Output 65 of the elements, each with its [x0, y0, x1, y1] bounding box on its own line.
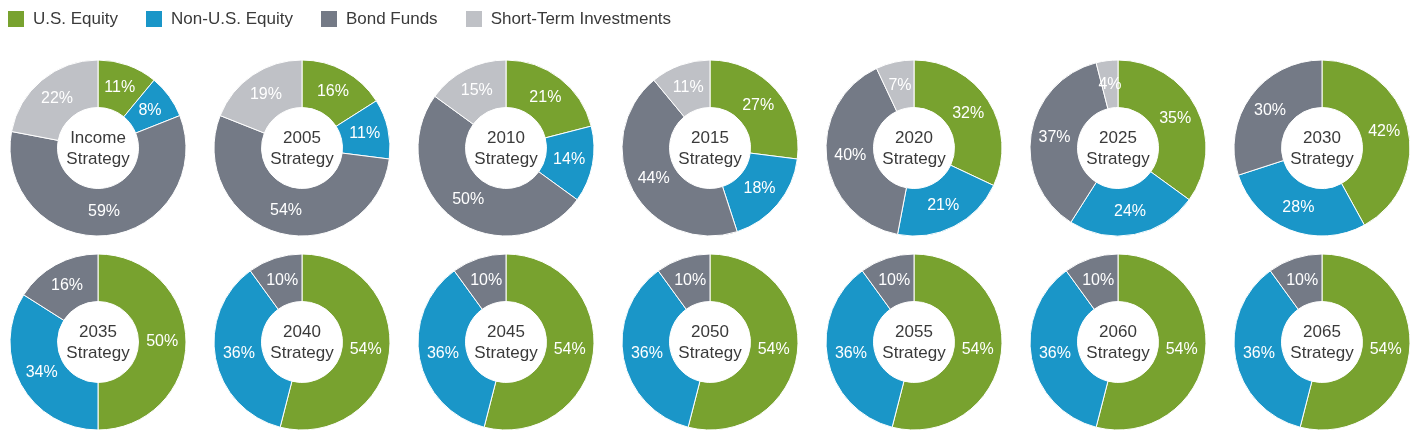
data-label: 54%: [1165, 340, 1198, 358]
data-label: 14%: [553, 150, 586, 168]
text: 2060 Strategy: [1085, 321, 1151, 364]
text: 2045 Strategy: [473, 321, 539, 364]
data-label: 18%: [743, 179, 776, 197]
data-label: 27%: [742, 95, 775, 113]
data-label: 44%: [637, 169, 670, 187]
data-label: 37%: [1038, 128, 1071, 146]
data-label: 36%: [426, 344, 459, 362]
data-label: 36%: [222, 344, 255, 362]
data-label: 32%: [952, 103, 985, 121]
text: 2025 Strategy: [1085, 127, 1151, 170]
text: 2050 Strategy: [677, 321, 743, 364]
data-label: 11%: [349, 124, 381, 142]
data-label: 54%: [757, 340, 790, 358]
data-label: 21%: [927, 195, 960, 213]
data-label: 36%: [630, 344, 663, 362]
data-label: 10%: [878, 271, 911, 289]
data-label: 50%: [146, 332, 179, 350]
data-label: 36%: [1242, 344, 1275, 362]
data-label: 36%: [834, 344, 867, 362]
data-label: 28%: [1282, 198, 1315, 216]
legend-label: Bond Funds: [345, 9, 438, 29]
data-label: 30%: [1254, 100, 1287, 118]
data-label: 19%: [249, 85, 282, 103]
legend-label: U.S. Equity: [33, 9, 119, 29]
text: 2015 Strategy: [677, 127, 743, 170]
text: 2005 Strategy: [269, 127, 335, 170]
data-label: 10%: [266, 271, 299, 289]
data-label: 35%: [1159, 109, 1192, 127]
text: 2010 Strategy: [473, 127, 539, 170]
data-label: 8%: [138, 100, 162, 118]
data-label: 54%: [1369, 340, 1402, 358]
data-label: 34%: [25, 363, 58, 381]
text: Income Strategy: [65, 127, 131, 170]
data-label: 22%: [41, 88, 74, 106]
data-label: 11%: [104, 77, 136, 95]
data-label: 50%: [452, 190, 485, 208]
data-label: 16%: [51, 276, 84, 294]
data-label: 54%: [349, 340, 382, 358]
data-label: 54%: [961, 340, 994, 358]
text: 2020 Strategy: [881, 127, 947, 170]
data-label: 40%: [834, 146, 867, 164]
text: 2055 Strategy: [881, 321, 947, 364]
data-label: 54%: [270, 200, 303, 218]
data-label: 11%: [672, 77, 704, 95]
data-label: 10%: [674, 271, 707, 289]
text: 2035 Strategy: [65, 321, 131, 364]
data-label: 24%: [1114, 201, 1147, 219]
data-label: 21%: [529, 87, 562, 105]
data-label: 54%: [553, 340, 586, 358]
legend-label: Non-U.S. Equity: [171, 9, 293, 29]
data-label: 42%: [1368, 122, 1401, 140]
text: 2030 Strategy: [1289, 127, 1355, 170]
text: 2040 Strategy: [269, 321, 335, 364]
data-label: 15%: [460, 81, 493, 99]
data-label: 10%: [1082, 271, 1115, 289]
data-label: 10%: [470, 271, 503, 289]
data-label: 16%: [316, 82, 349, 100]
data-label: 59%: [88, 202, 121, 220]
data-label: 36%: [1038, 344, 1071, 362]
data-label: 10%: [1286, 271, 1319, 289]
data-label: 7%: [888, 75, 912, 93]
legend-label: Short-Term Investments: [490, 9, 672, 29]
text: 2065 Strategy: [1289, 321, 1355, 364]
